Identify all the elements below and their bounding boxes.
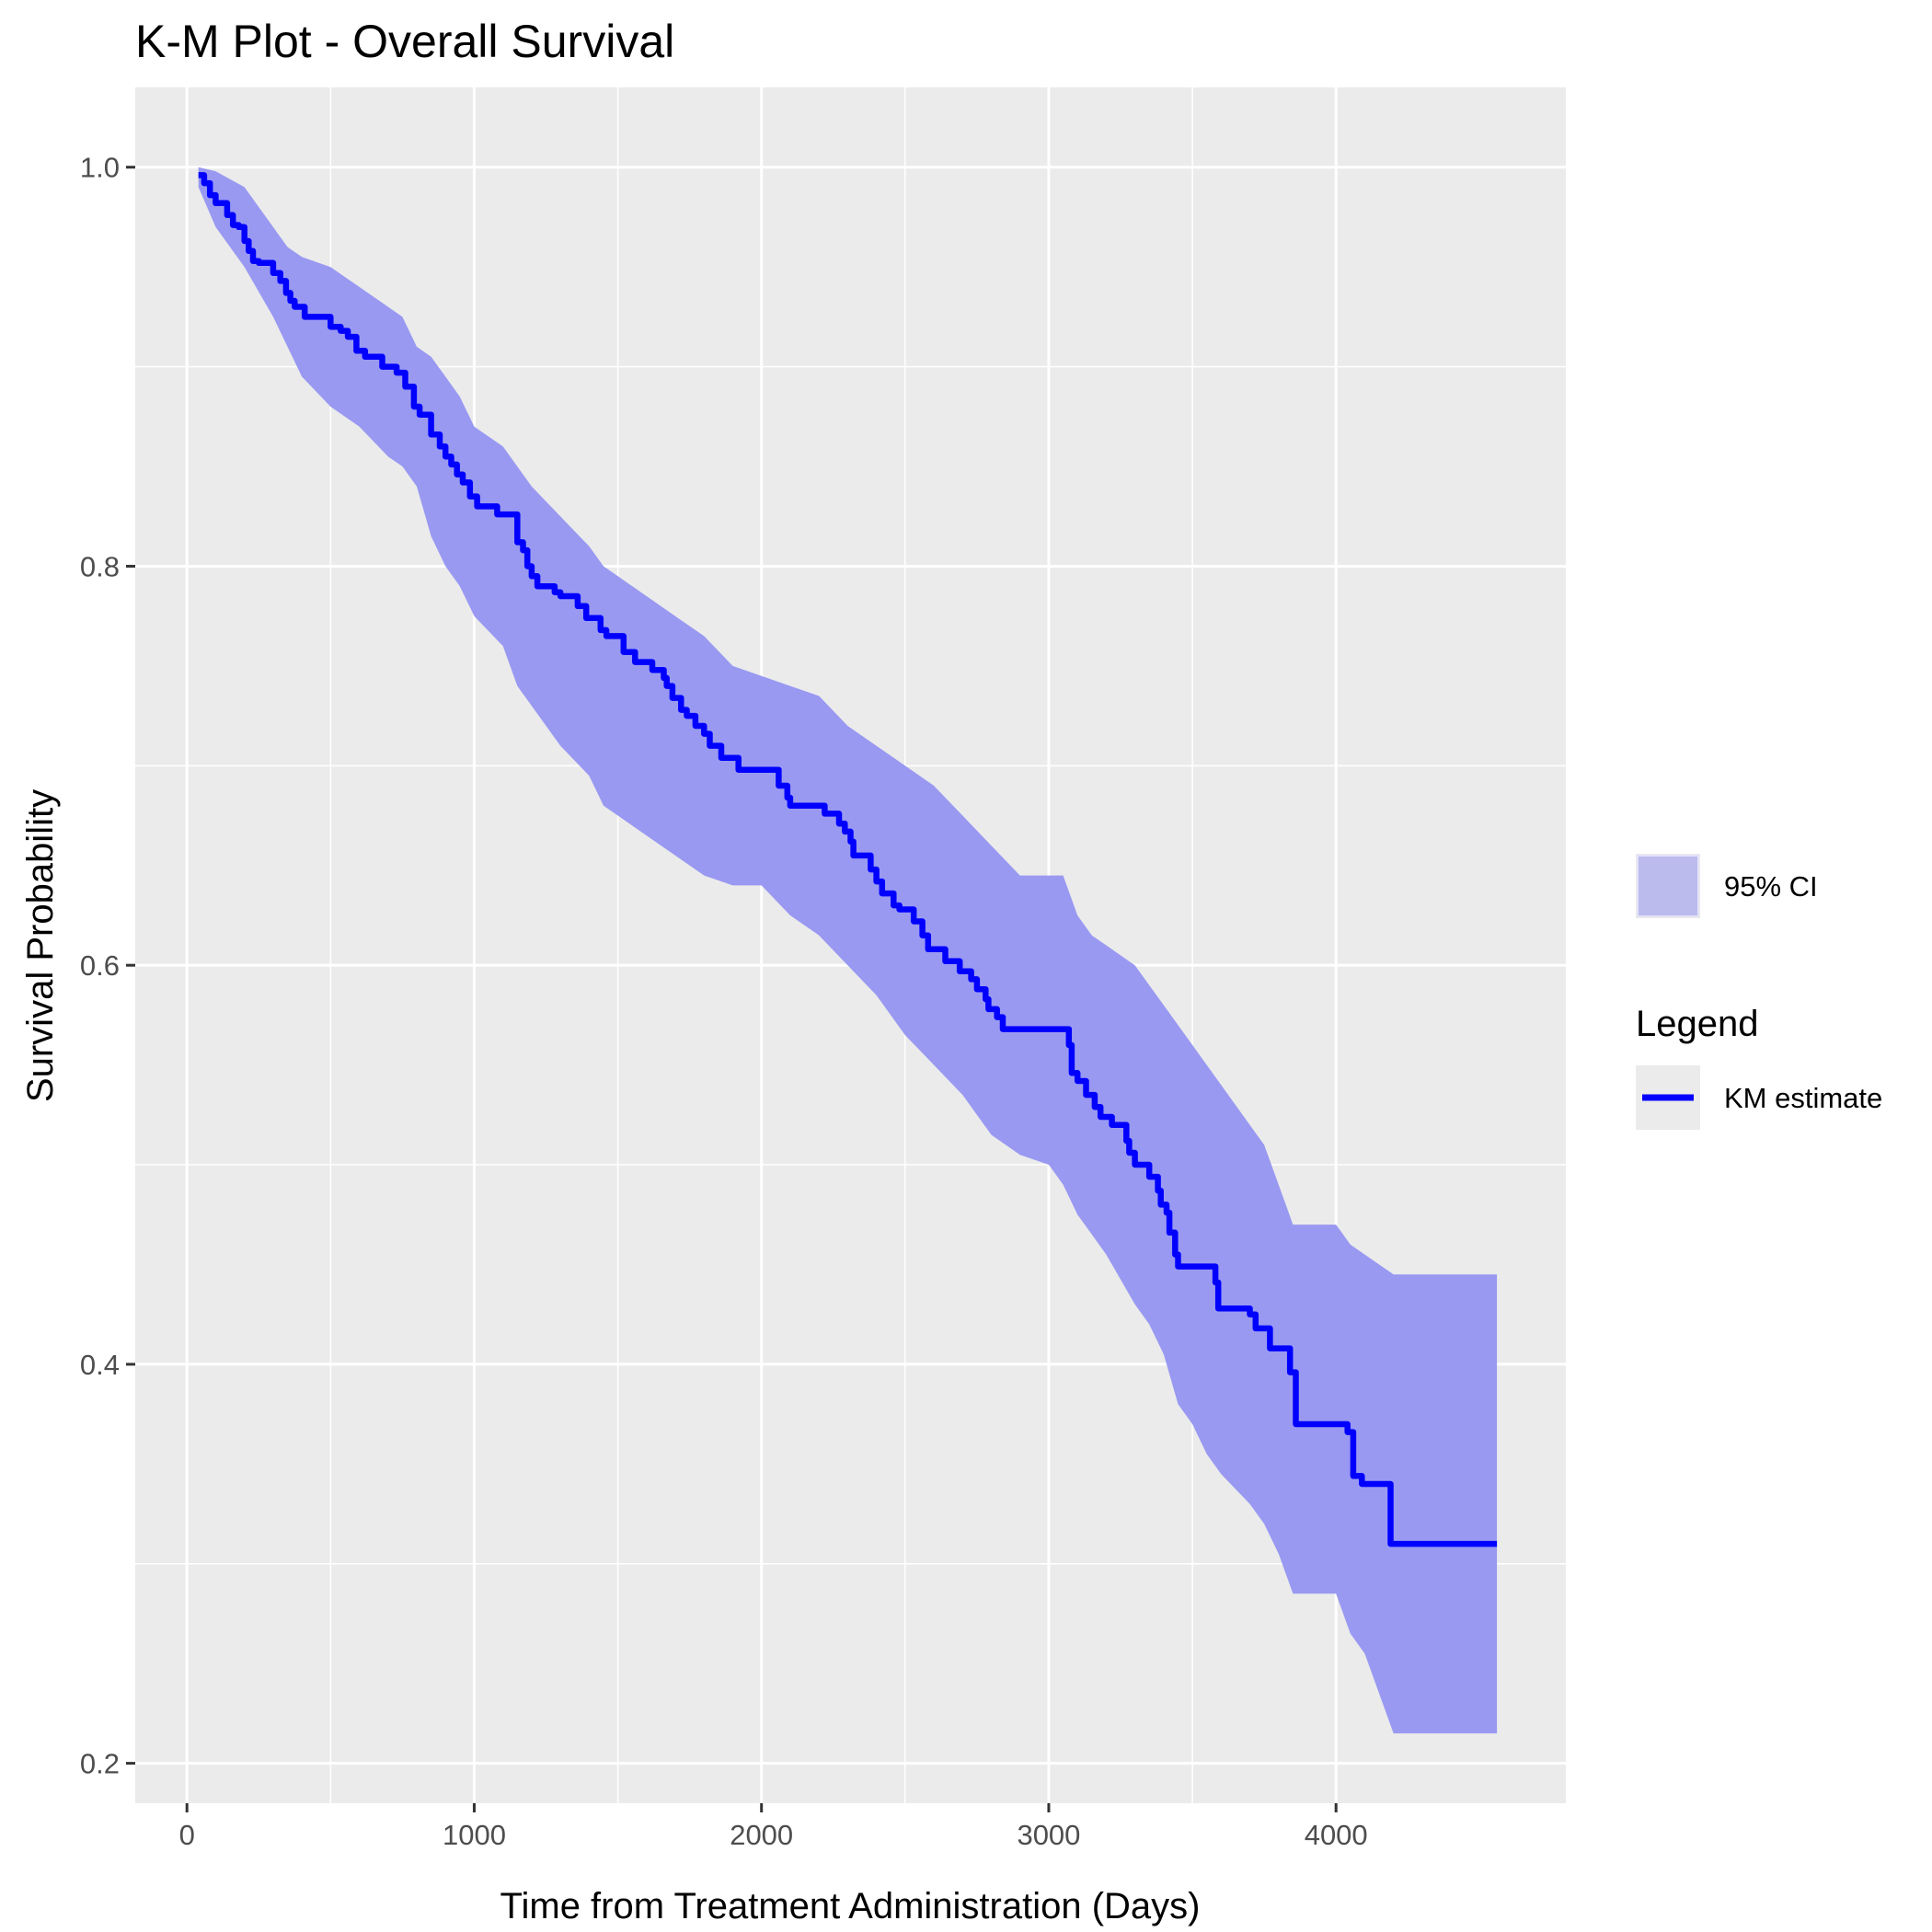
legend-ci-swatch <box>1637 855 1699 917</box>
km-estimate-line <box>198 172 1498 1547</box>
x-tick-label: 0 <box>179 1819 195 1851</box>
y-tick-label: 0.2 <box>80 1748 120 1780</box>
legend: 95% CI Legend KM estimate <box>1636 854 1882 1130</box>
chart-title: K-M Plot - Overall Survival <box>135 16 674 67</box>
legend-title: Legend <box>1636 1004 1758 1044</box>
x-tick-label: 1000 <box>443 1819 506 1851</box>
x-tick-label: 4000 <box>1305 1819 1368 1851</box>
x-tick-label: 2000 <box>730 1819 793 1851</box>
x-axis: 0 1000 2000 3000 4000 <box>179 1803 1368 1851</box>
x-axis-title: Time from Treatment Administration (Days… <box>500 1886 1201 1926</box>
legend-ci-label: 95% CI <box>1724 870 1818 903</box>
y-tick-label: 0.6 <box>80 949 120 982</box>
major-gridlines <box>135 87 1566 1803</box>
y-tick-label: 0.8 <box>80 550 120 582</box>
ci-band-layer <box>198 167 1498 1734</box>
km-line-layer <box>198 172 1498 1547</box>
y-axis-title: Survival Probability <box>20 789 61 1102</box>
x-tick-label: 3000 <box>1017 1819 1080 1851</box>
y-tick-label: 1.0 <box>80 152 120 184</box>
legend-km-label: KM estimate <box>1724 1082 1882 1114</box>
ci-band <box>198 167 1498 1734</box>
y-axis: 0.2 0.4 0.6 0.8 1.0 <box>80 152 135 1780</box>
y-tick-label: 0.4 <box>80 1349 120 1381</box>
